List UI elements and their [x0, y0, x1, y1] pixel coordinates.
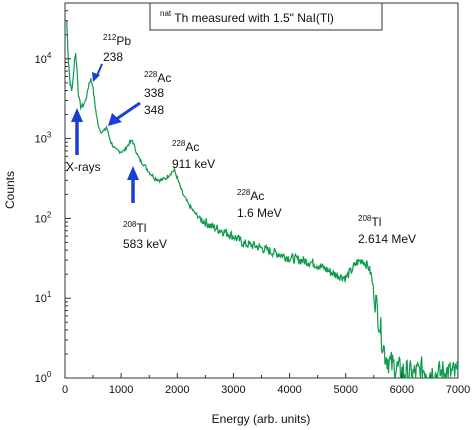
- x-axis-ticks: 0 1000 2000 3000 4000 5000 6000 7000: [62, 373, 470, 396]
- spectrum-series-line-0: [66, 20, 459, 381]
- x-tick-label: 5000: [333, 384, 357, 396]
- label-tl208-583: 208Tl: [123, 220, 146, 235]
- label-pb212-energy: 238: [103, 50, 123, 64]
- label-ac228-338: 338: [144, 86, 164, 100]
- y-axis-title: Counts: [3, 171, 17, 209]
- annotation-labels: 212Pb 238 228Ac 338 348 X-rays 228Ac 911…: [66, 33, 416, 251]
- x-tick-label: 2000: [165, 384, 189, 396]
- arrow-tl583-head: [127, 166, 139, 180]
- x-tick-label: 4000: [277, 384, 301, 396]
- y-tick-label: 100: [35, 370, 52, 385]
- y-axis-ticks: 100 101 102 103 104: [35, 2, 71, 385]
- label-tl208-2614: 208Tl: [358, 214, 381, 229]
- x-tick-label: 3000: [221, 384, 245, 396]
- y-tick-label: 103: [35, 131, 52, 146]
- label-ac228-911: 228Ac: [172, 139, 199, 154]
- x-axis-title: Energy (arb. units): [212, 412, 311, 426]
- label-ac228-a: 228Ac: [144, 70, 171, 85]
- x-tick-label: 1000: [109, 384, 133, 396]
- arrow-ac338-head: [108, 113, 122, 126]
- label-pb212: 212Pb: [103, 33, 131, 48]
- annotation-arrows: [71, 63, 141, 203]
- y-tick-label: 104: [35, 51, 52, 66]
- arrow-xrays-head: [71, 108, 83, 122]
- chart-title-text: Th measured with 1.5" NaI(Tl): [174, 11, 334, 25]
- series-group: [66, 20, 459, 381]
- label-xrays: X-rays: [66, 160, 101, 174]
- label-ac228-911-energy: 911 keV: [172, 157, 215, 171]
- arrow-pb238-head: [92, 72, 100, 82]
- chart-title: nat Th measured with 1.5" NaI(Tl): [160, 5, 334, 25]
- x-tick-label: 6000: [390, 384, 414, 396]
- y-tick-label: 102: [35, 210, 52, 225]
- label-ac228-16-energy: 1.6 MeV: [237, 206, 282, 220]
- label-tl208-583-energy: 583 keV: [123, 237, 167, 251]
- label-tl208-2614-energy: 2.614 MeV: [358, 232, 416, 246]
- arrow-ac338: [114, 101, 141, 122]
- chart-title-sup: nat: [160, 9, 172, 18]
- label-ac228-348: 348: [144, 103, 164, 117]
- title-box: [149, 2, 383, 31]
- x-tick-label: 0: [62, 384, 68, 396]
- y-tick-label: 101: [35, 290, 52, 305]
- x-tick-label: 7000: [446, 384, 470, 396]
- label-ac228-16: 228Ac: [237, 188, 264, 203]
